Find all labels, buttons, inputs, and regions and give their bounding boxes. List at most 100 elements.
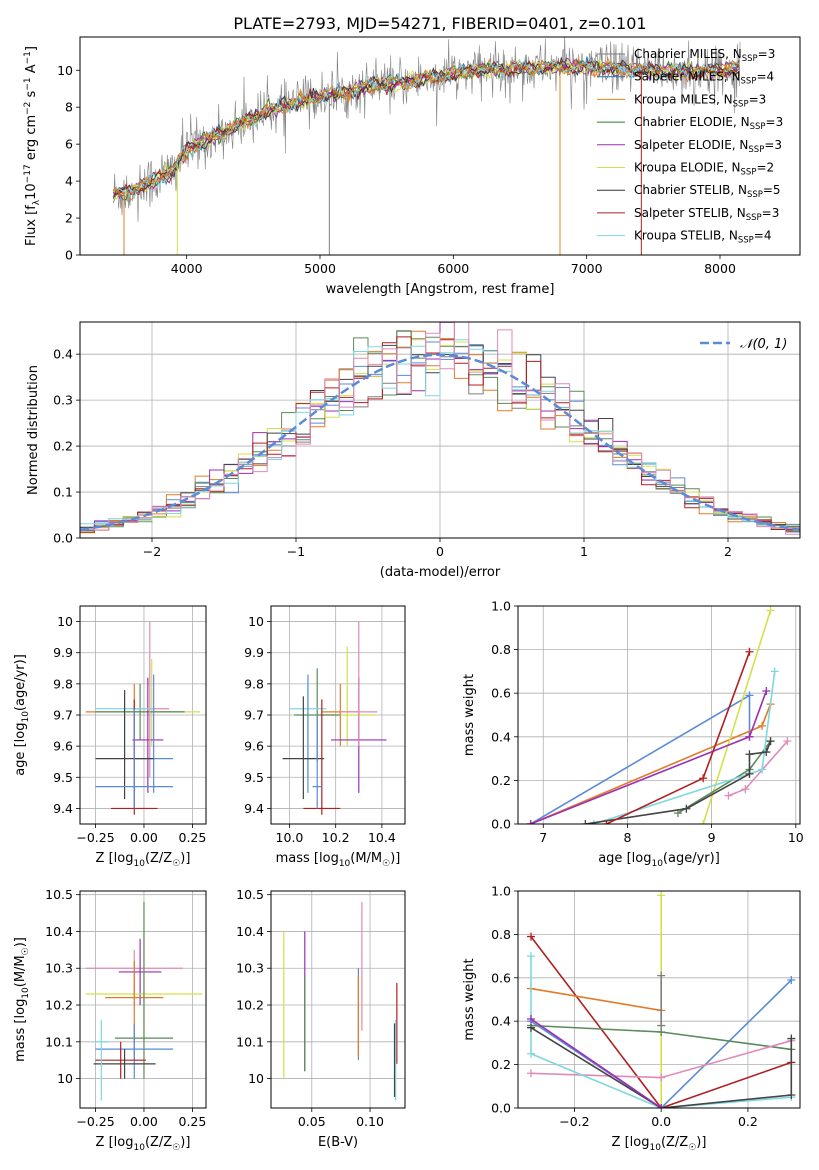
error-point — [132, 677, 164, 793]
weight-marker — [527, 1015, 536, 1024]
x-tick-label: 10.2 — [322, 830, 350, 845]
y-tick-label: 9.4 — [244, 801, 264, 816]
y-tick-label: 0.2 — [491, 1057, 511, 1072]
chart-age-vs-mass: 10.0 10.2 10.4 9.4 9.5 9.6 9.7 9.8 9.9 10 mass [lo… — [244, 605, 406, 869]
y-tick-label: 10.2 — [236, 998, 264, 1013]
x-tick-label: 0 — [436, 544, 444, 559]
axes-frame — [517, 890, 801, 1109]
y-axis-label: mass [log10(M/M☉)] — [13, 937, 31, 1062]
y-tick-label: 0.4 — [491, 1014, 511, 1029]
model-line — [112, 56, 739, 199]
x-axis-label: Z [log10(Z/Z☉)] — [96, 851, 191, 869]
y-tick-label: 10.5 — [45, 887, 73, 902]
y-tick-label: 10.3 — [45, 961, 73, 976]
error-point — [340, 621, 378, 747]
error-point — [303, 699, 341, 815]
x-axis-label: Z [log10(Z/Z☉)] — [612, 1135, 707, 1153]
y-tick-label: 0.0 — [53, 531, 73, 546]
weight-marker — [724, 791, 733, 800]
weight-marker — [787, 1090, 796, 1099]
legend-label: Chabrier ELODIE, NSSP=3 — [634, 115, 783, 132]
y-tick-label: 10 — [57, 1071, 73, 1086]
plot-area-weight-vs-age — [526, 606, 792, 824]
y-tick-label: 1.0 — [491, 884, 511, 899]
weight-line — [702, 610, 772, 824]
gaussian-curve — [80, 353, 800, 532]
y-tick-label: 10.4 — [45, 924, 73, 939]
x-tick-label: 0.0 — [651, 1114, 671, 1129]
error-point — [95, 708, 174, 809]
chart-weight-vs-Z: −0.2 0.0 0.2 0.0 0.2 0.4 0.6 0.8 1.0 Z [log10(Z/Z… — [462, 884, 801, 1153]
legend-label: Kroupa STELIB, NSSP=4 — [634, 229, 772, 246]
y-tick-label: 9.6 — [53, 739, 73, 754]
weight-marker — [787, 975, 796, 984]
axes-frame — [517, 605, 801, 825]
y-tick-label: 0.2 — [53, 439, 73, 454]
y-tick-label: 9.4 — [53, 801, 73, 816]
x-tick-label: 10 — [788, 830, 804, 845]
chart-weight-vs-age: 7 8 9 10 0.0 0.2 0.4 0.6 0.8 1.0 age [log10(age/yr… — [462, 599, 804, 870]
y-tick-label: 9.6 — [244, 739, 264, 754]
weight-line — [530, 936, 792, 1108]
y-tick-label: 9.8 — [53, 676, 73, 691]
y-tick-label: 10 — [248, 614, 264, 629]
y-tick-label: 0 — [65, 248, 73, 263]
legend-label: Salpeter MILES, NSSP=4 — [634, 70, 774, 87]
y-tick-label: 10 — [57, 63, 73, 78]
x-tick-label: −2 — [143, 544, 161, 559]
weight-marker — [745, 691, 754, 700]
weight-line — [530, 1018, 662, 1108]
weight-marker — [762, 687, 771, 696]
legend-label: Kroupa MILES, NSSP=3 — [634, 92, 766, 109]
x-axis-label: E(B-V) — [318, 1135, 358, 1150]
weight-marker — [527, 1049, 536, 1058]
y-tick-label: 10.1 — [45, 1034, 73, 1049]
weight-marker — [699, 774, 708, 783]
y-tick-label: 0.1 — [53, 485, 73, 500]
weight-marker — [745, 732, 754, 741]
histogram-step — [80, 339, 800, 529]
x-tick-label: 4000 — [171, 261, 203, 276]
y-tick-label: 9.5 — [53, 770, 73, 785]
x-tick-label: −1 — [287, 544, 305, 559]
weight-marker — [766, 737, 775, 746]
y-tick-label: 0.4 — [491, 729, 511, 744]
y-tick-label: 0.8 — [491, 642, 511, 657]
x-tick-label: 10.0 — [276, 830, 304, 845]
x-tick-label: 0.05 — [298, 1114, 326, 1129]
y-tick-label: 0.4 — [53, 347, 73, 362]
plot-area-age-vs-mass — [282, 621, 387, 815]
chart-mass-vs-Z: −0.25 0.00 0.25 10 10.1 10.2 10.3 10.4 10.5 Z [lo… — [13, 887, 207, 1153]
x-tick-label: 0.25 — [179, 830, 207, 845]
x-axis-label: (data-model)/error — [380, 565, 501, 580]
chart-residuals: −2 −1 0 1 2 0.0 0.1 0.2 0.3 0.4 (data-model)/error… — [26, 321, 801, 580]
x-tick-label: −0.25 — [76, 830, 114, 845]
x-tick-label: 8 — [623, 830, 631, 845]
x-tick-label: 7000 — [571, 261, 603, 276]
y-tick-label: 0.3 — [53, 393, 73, 408]
y-tick-label: 9.9 — [53, 645, 73, 660]
chart-mass-vs-EBV: 0.05 0.10 10 10.1 10.2 10.3 10.4 10.5 E(B-V) — [236, 887, 406, 1150]
legend-label: Salpeter ELODIE, NSSP=3 — [634, 138, 782, 155]
weight-line — [530, 979, 792, 1108]
error-point — [93, 1049, 156, 1079]
x-tick-label: 8000 — [704, 261, 736, 276]
x-tick-label: 0.00 — [130, 830, 158, 845]
y-tick-label: 10.1 — [236, 1034, 264, 1049]
weight-marker — [758, 721, 767, 730]
chart-spectrum: 4000 5000 6000 7000 8000 0 2 4 6 8 10 wavelength [A… — [23, 36, 801, 297]
model-line — [112, 59, 740, 197]
error-point — [312, 715, 322, 809]
x-tick-label: 6000 — [437, 261, 469, 276]
axes-frame — [79, 890, 207, 1109]
weight-marker — [699, 820, 708, 824]
x-tick-label: −0.2 — [559, 1114, 589, 1129]
legend-label: Kroupa ELODIE, NSSP=2 — [634, 161, 774, 178]
weight-marker — [745, 769, 754, 778]
y-tick-label: 0.2 — [491, 773, 511, 788]
x-axis-label: Z [log10(Z/Z☉)] — [96, 1135, 191, 1153]
error-point — [95, 1023, 174, 1079]
x-tick-label: 0.2 — [738, 1114, 758, 1129]
error-point — [93, 1019, 110, 1101]
figure-title: PLATE=2793, MJD=54271, FIBERID=0401, z=0… — [233, 14, 646, 33]
